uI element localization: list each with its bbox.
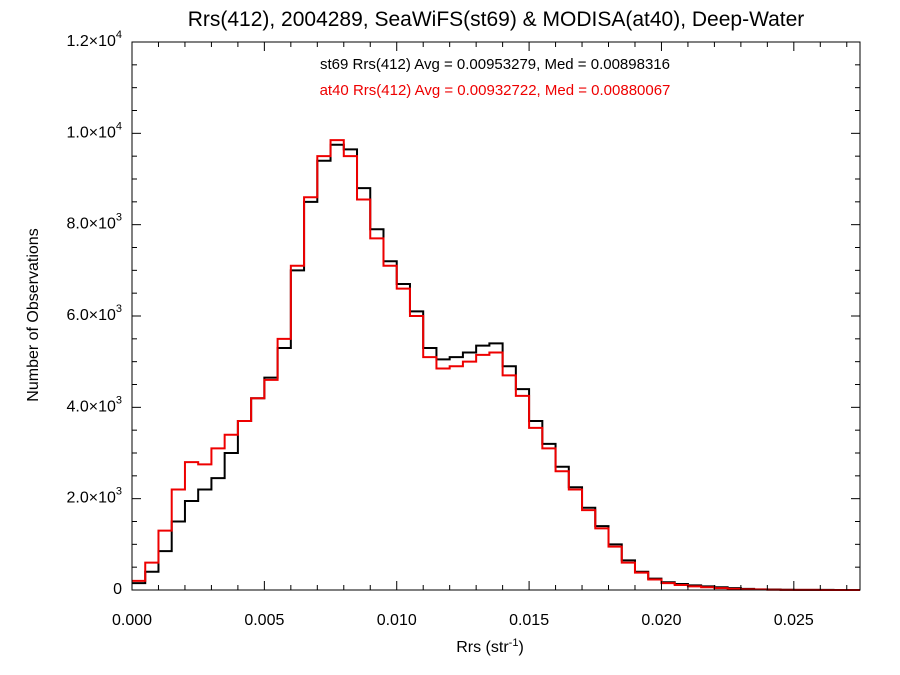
annotation-line-2: at40 Rrs(412) Avg = 0.00932722, Med = 0.…	[320, 82, 671, 99]
y-tick-label-exp: 3	[116, 394, 122, 406]
x-tick-label: 0.025	[774, 612, 814, 629]
annotations: st69 Rrs(412) Avg = 0.00953279, Med = 0.…	[320, 56, 671, 99]
x-tick-label: 0.010	[377, 612, 417, 629]
y-tick-label: 4.0×103	[66, 394, 122, 415]
x-tick-label: 0.005	[244, 612, 284, 629]
y-tick-label: 8.0×103	[66, 212, 122, 233]
y-tick-label-base: 1.2×10	[66, 33, 115, 50]
x-tick-label: 0.020	[641, 612, 681, 629]
annotation-line-1: st69 Rrs(412) Avg = 0.00953279, Med = 0.…	[320, 56, 670, 73]
y-tick-label-base: 0	[113, 581, 122, 598]
x-tick-label: 0.000	[112, 612, 152, 629]
x-tick-labels: 0.000 0.005 0.010 0.015 0.020 0.025	[112, 612, 814, 629]
series-line-1	[132, 143, 860, 591]
plot-area	[131, 41, 861, 591]
y-tick-label-base: 1.0×10	[66, 124, 115, 141]
x-axis-label-main: Rrs (str	[456, 639, 509, 656]
plot-frame	[131, 41, 861, 591]
y-tick-label-exp: 3	[116, 303, 122, 315]
x-axis-label: Rrs (str-1)	[456, 637, 524, 656]
x-axis-label-close: )	[518, 639, 523, 656]
y-tick-label-base: 6.0×10	[66, 307, 115, 324]
y-axis-label: Number of Observations	[25, 228, 42, 401]
y-tick-label-base: 8.0×10	[66, 216, 115, 233]
y-tick-label-base: 2.0×10	[66, 490, 115, 507]
y-tick-label-exp: 3	[116, 212, 122, 224]
y-tick-label: 1.0×104	[66, 120, 122, 141]
y-tick-label-exp: 4	[116, 120, 122, 132]
x-tick-label: 0.015	[509, 612, 549, 629]
series-layer	[132, 139, 860, 591]
x-axis-label-sup: -1	[509, 637, 519, 649]
y-tick-label-exp: 4	[116, 29, 122, 41]
axis-ticks	[131, 41, 860, 591]
y-tick-label-exp: 3	[116, 486, 122, 498]
y-tick-label-base: 4.0×10	[66, 398, 115, 415]
chart-title: Rrs(412), 2004289, SeaWiFS(st69) & MODIS…	[188, 8, 805, 31]
y-tick-label: 2.0×103	[66, 486, 122, 507]
series-line-2	[132, 139, 860, 591]
y-tick-labels: 02.0×1034.0×1036.0×1038.0×1031.0×1041.2×…	[66, 29, 122, 598]
y-tick-label: 1.2×104	[66, 29, 122, 50]
y-tick-label: 0	[113, 581, 122, 598]
y-tick-label: 6.0×103	[66, 303, 122, 324]
